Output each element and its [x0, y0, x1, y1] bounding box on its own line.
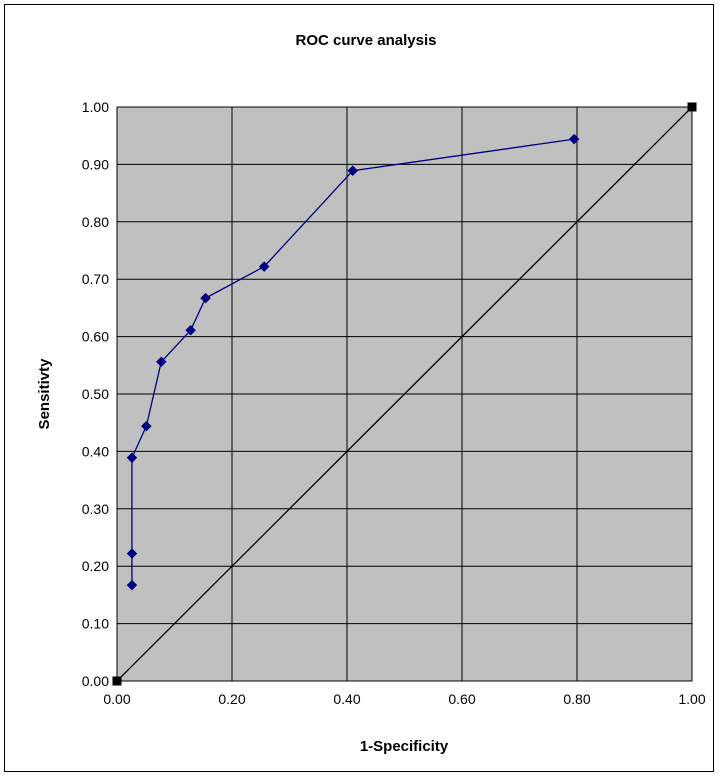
tick-labels: 0.00 0.10 0.20 0.30 0.40 0.50 0.60 0.70 0.80 0.90… — [82, 99, 706, 707]
series-line — [116, 106, 693, 682]
x-tick-label: 0.40 — [333, 691, 360, 707]
y-tick-label: 0.00 — [82, 673, 109, 689]
grid-lines — [116, 106, 693, 682]
y-tick-label: 0.70 — [82, 271, 109, 287]
data-point-marker — [126, 548, 138, 559]
y-tick-label: 0.60 — [82, 329, 109, 345]
data-point-marker — [200, 292, 211, 304]
y-tick-label: 0.80 — [82, 214, 109, 230]
data-point-marker — [140, 420, 152, 432]
data-point-marker — [126, 579, 138, 591]
chart-title: ROC curve analysis — [296, 32, 437, 49]
y-tick-label: 0.20 — [82, 558, 109, 574]
y-tick-label: 0.40 — [82, 443, 109, 459]
y-tick-label: 0.50 — [82, 386, 109, 402]
reference-point-marker — [687, 102, 697, 112]
data-point-marker — [126, 452, 138, 464]
data-point-marker — [185, 324, 196, 336]
y-axis-title: Sensitivty — [36, 358, 53, 430]
x-tick-label: 0.00 — [103, 691, 130, 707]
y-tick-label: 0.10 — [82, 616, 109, 632]
series-1 — [112, 102, 697, 686]
y-tick-label: 0.30 — [82, 501, 109, 517]
x-tick-label: 0.80 — [563, 691, 590, 707]
y-tick-label: 1.00 — [82, 99, 109, 115]
x-tick-label: 1.00 — [678, 691, 705, 707]
x-tick-label: 0.20 — [218, 691, 245, 707]
x-tick-label: 0.60 — [448, 691, 475, 707]
data-point-marker — [155, 356, 167, 368]
series-layer — [112, 102, 697, 686]
reference-point-marker — [112, 676, 122, 686]
series-line — [131, 138, 575, 586]
data-point-marker — [568, 133, 580, 145]
data-point-marker — [347, 165, 359, 177]
series-0 — [126, 133, 580, 591]
data-point-marker — [258, 261, 270, 272]
x-axis-title: 1-Specificity — [360, 738, 449, 755]
y-tick-label: 0.90 — [82, 156, 109, 172]
